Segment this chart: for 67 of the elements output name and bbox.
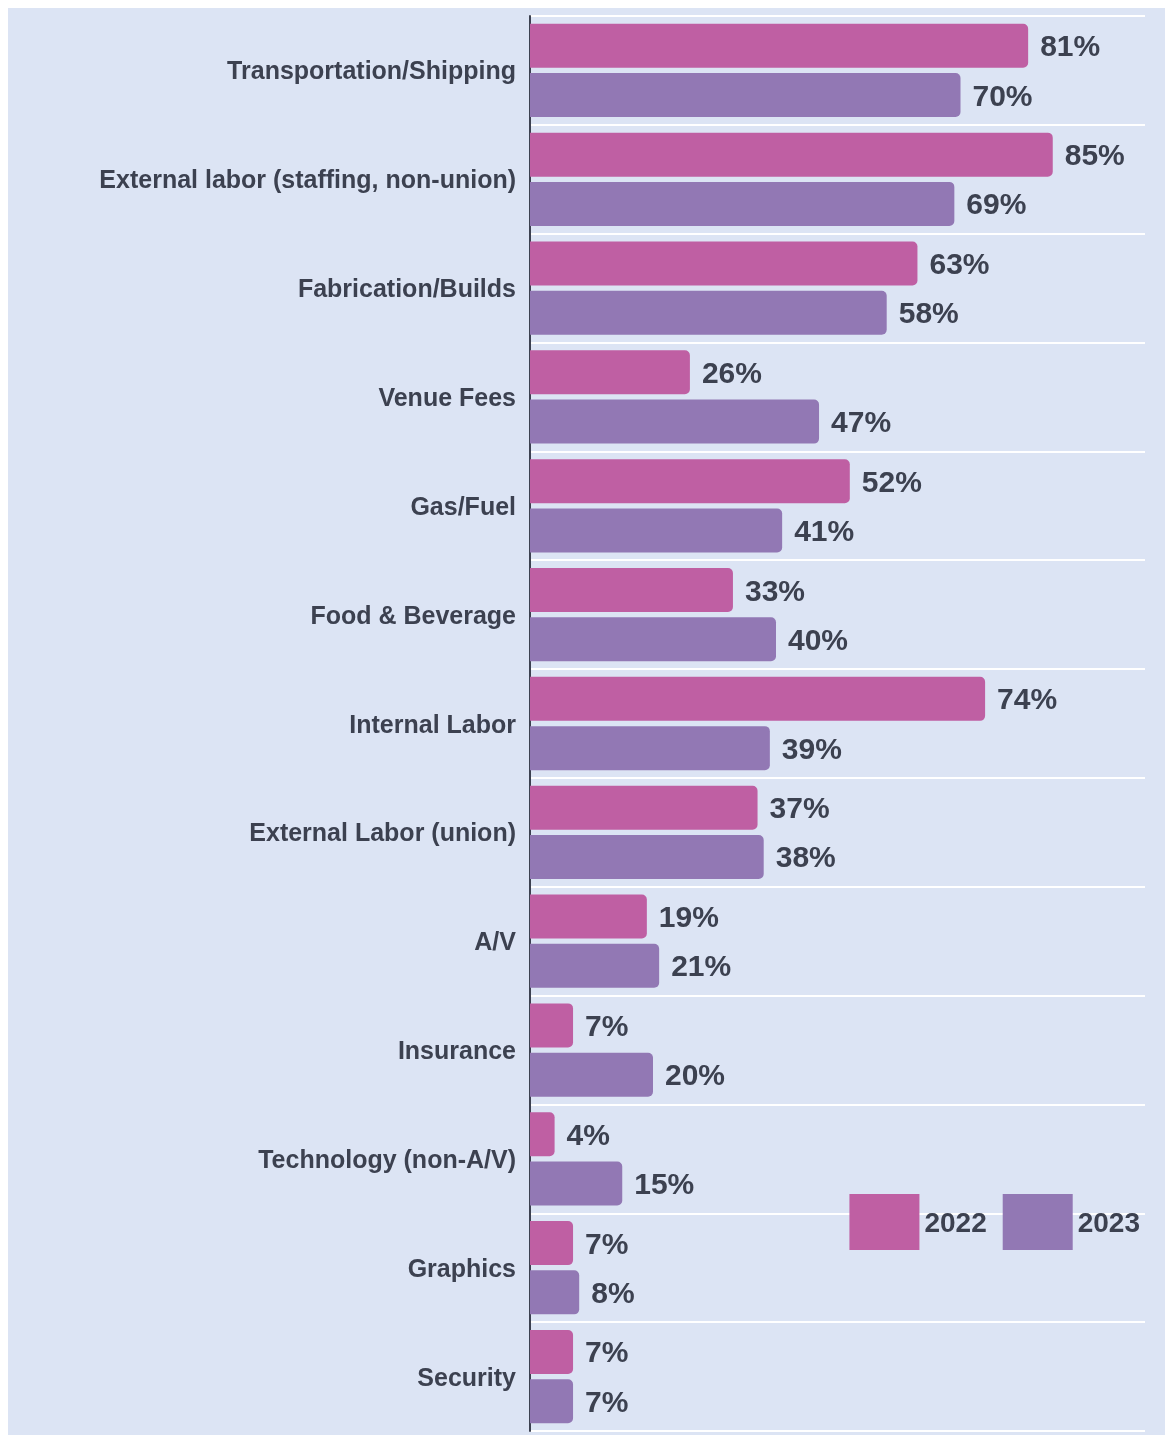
bar — [530, 1112, 555, 1157]
data-label: 38% — [775, 840, 836, 874]
y-tick-label: Venue Fees — [378, 382, 516, 411]
y-tick-label: A/V — [474, 927, 517, 956]
bar — [530, 399, 820, 444]
y-tick-label: Graphics — [407, 1253, 516, 1282]
bar — [530, 23, 1029, 68]
bar — [530, 1379, 574, 1424]
data-label: 21% — [671, 949, 732, 983]
bar — [530, 1161, 623, 1206]
legend-label: 2022 — [924, 1206, 987, 1238]
data-label: 52% — [861, 464, 922, 498]
data-label: 7% — [585, 1335, 629, 1369]
data-label: 81% — [1040, 29, 1101, 63]
data-label: 37% — [769, 791, 830, 825]
bar — [530, 1221, 574, 1266]
data-label: 85% — [1064, 138, 1125, 172]
data-label: 33% — [744, 573, 805, 607]
data-label: 41% — [794, 513, 855, 547]
y-tick-label: Insurance — [397, 1036, 517, 1065]
data-label: 7% — [585, 1384, 629, 1418]
data-label: 39% — [781, 731, 842, 765]
data-label: 8% — [591, 1275, 635, 1309]
data-label: 74% — [997, 682, 1058, 716]
y-tick-label: Security — [417, 1362, 517, 1391]
bar — [530, 290, 887, 335]
legend-label: 2023 — [1077, 1206, 1141, 1238]
data-label: 7% — [585, 1226, 629, 1260]
data-label: 40% — [788, 622, 849, 656]
y-tick-label: Internal Labor — [349, 709, 517, 738]
data-label: 7% — [585, 1008, 629, 1042]
y-tick-label: Food & Beverage — [310, 600, 517, 629]
y-tick-label: External labor (staffing, non-union) — [99, 165, 516, 194]
bar — [530, 676, 986, 721]
bar — [530, 1270, 580, 1315]
data-label: 63% — [929, 246, 990, 280]
data-label: 19% — [658, 900, 719, 934]
y-tick-label: External Labor (union) — [249, 818, 516, 847]
data-label: 47% — [831, 405, 892, 439]
bar — [530, 181, 955, 226]
bar — [530, 132, 1053, 177]
bar — [530, 726, 770, 771]
bar — [530, 943, 660, 988]
data-label: 58% — [898, 296, 959, 330]
bar — [530, 350, 690, 395]
data-label: 15% — [634, 1167, 695, 1201]
y-tick-label: Transportation/Shipping — [227, 56, 516, 85]
bar — [530, 1003, 574, 1048]
bar — [530, 834, 764, 879]
data-label: 26% — [701, 355, 762, 389]
bar — [530, 508, 783, 553]
bar — [530, 568, 733, 613]
y-tick-label: Fabrication/Builds — [297, 274, 516, 303]
bar — [530, 894, 647, 939]
data-label: 69% — [966, 187, 1027, 221]
bar — [530, 785, 758, 830]
bar — [530, 1329, 574, 1374]
bar — [530, 241, 918, 286]
y-tick-label: Technology (non-A/V) — [258, 1144, 516, 1173]
bar — [530, 1052, 653, 1097]
y-tick-label: Gas/Fuel — [410, 491, 516, 520]
bar — [530, 459, 850, 504]
data-label: 20% — [665, 1058, 726, 1092]
bar — [530, 73, 961, 118]
data-label: 4% — [566, 1117, 610, 1151]
bar — [530, 617, 776, 662]
data-label: 70% — [972, 78, 1033, 112]
